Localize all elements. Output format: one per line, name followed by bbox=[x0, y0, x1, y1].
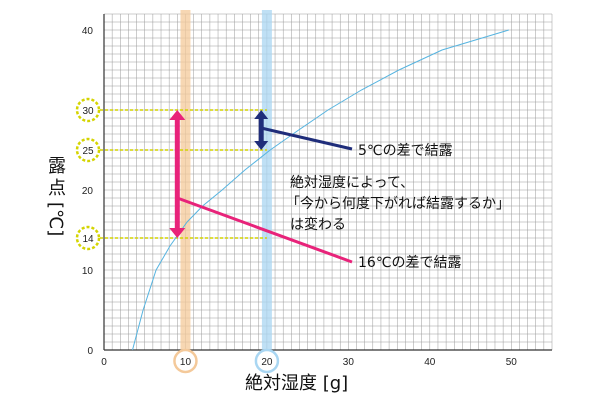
y-tick-highlight-30 bbox=[75, 97, 101, 123]
y-tick-highlight-25 bbox=[75, 137, 101, 163]
x-tick-label: 30 bbox=[343, 357, 355, 368]
y-tick-highlight-label: 25 bbox=[82, 146, 94, 157]
x-tick-label: 0 bbox=[101, 357, 107, 368]
y-tick-highlight-label: 30 bbox=[82, 106, 94, 117]
y-axis-title-char-1: 露 bbox=[48, 156, 66, 177]
y-axis-title-char-2: 点 bbox=[48, 178, 66, 199]
y-tick-label: 20 bbox=[82, 186, 94, 197]
navy-arrow-head-bottom bbox=[254, 141, 269, 150]
x-tick-highlight-10 bbox=[173, 348, 198, 374]
x-tick-label: 10 bbox=[180, 357, 192, 368]
arrows bbox=[169, 110, 353, 264]
y-axis-title: 露 点 [℃] bbox=[45, 156, 66, 236]
y-tick-highlight-label: 14 bbox=[82, 234, 94, 245]
grid bbox=[103, 13, 553, 351]
highlight-bands bbox=[180, 10, 272, 350]
note-line-3: は変わる bbox=[290, 216, 346, 233]
x-tick-label: 40 bbox=[424, 357, 436, 368]
y-tick-label: 10 bbox=[82, 266, 94, 277]
annotations: 5℃の差で結露 16℃の差で結露 絶対湿度によって、 「今から何度下がれば結露す… bbox=[286, 143, 510, 271]
y-tick-label: 0 bbox=[87, 346, 93, 357]
highlight-band-x-20 bbox=[261, 10, 272, 350]
navy-connector-line bbox=[260, 126, 353, 151]
pink-connector-line bbox=[176, 196, 353, 264]
guide-lines bbox=[80, 109, 267, 239]
navy-arrow-head-top bbox=[254, 110, 269, 119]
navy-annotation-label: 5℃の差で結露 bbox=[358, 143, 453, 159]
x-tick-highlight-20 bbox=[254, 348, 280, 374]
pink-arrow-head-bottom bbox=[169, 228, 186, 238]
tick-labels: 0 10 20 30 40 50 0 10 20 40 30 25 14 bbox=[75, 26, 518, 374]
y-tick-highlight-14 bbox=[75, 225, 101, 251]
x-tick-label: 20 bbox=[261, 357, 273, 368]
series-layer bbox=[132, 29, 509, 351]
axes bbox=[103, 14, 552, 351]
x-axis-title: 絶対湿度 [g] bbox=[245, 373, 348, 394]
pink-annotation-label: 16℃の差で結露 bbox=[358, 255, 462, 271]
y-tick-label: 40 bbox=[82, 26, 94, 37]
x-tick-label: 50 bbox=[506, 357, 518, 368]
note-line-1: 絶対湿度によって、 bbox=[290, 175, 414, 191]
y-axis-title-unit: [℃] bbox=[45, 202, 66, 236]
highlight-band-x-10 bbox=[180, 10, 191, 350]
series-line-0 bbox=[132, 29, 509, 351]
note-line-2: 「今から何度下がれば結露するか」 bbox=[286, 196, 510, 212]
pink-arrow-head-top bbox=[169, 110, 186, 120]
